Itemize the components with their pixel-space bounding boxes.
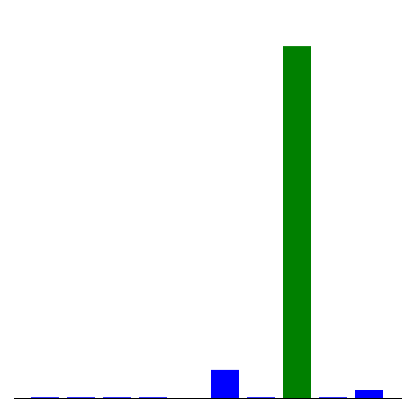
bar-6	[211, 369, 239, 398]
bar-10	[355, 390, 383, 398]
bars-group	[31, 46, 383, 398]
bar-1	[31, 397, 59, 398]
bar-7	[247, 397, 275, 398]
bar-8	[283, 46, 311, 398]
bar-4	[139, 397, 167, 398]
bar-9	[319, 397, 347, 398]
bar-2	[67, 397, 95, 398]
bar-3	[103, 397, 131, 398]
